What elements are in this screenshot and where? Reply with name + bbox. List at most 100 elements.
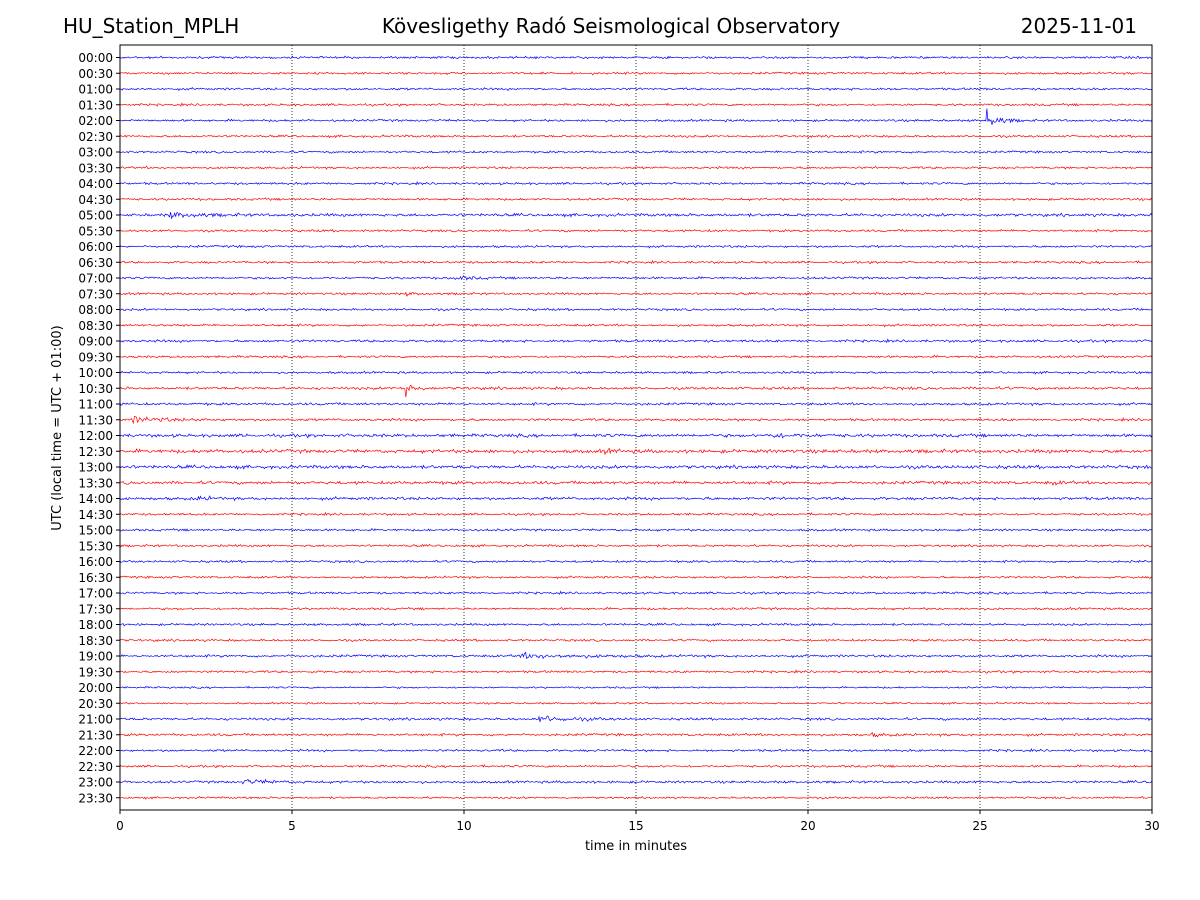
traces bbox=[119, 55, 1153, 800]
trace-1430 bbox=[119, 511, 1153, 517]
trace-2300 bbox=[119, 778, 1153, 785]
trace-1330 bbox=[119, 479, 1153, 486]
y-tick-label: 08:30 bbox=[78, 319, 113, 333]
x-tick-label: 0 bbox=[116, 819, 124, 833]
y-tick-label: 20:00 bbox=[78, 681, 113, 695]
trace-0400 bbox=[119, 180, 1153, 186]
y-tick-label: 12:30 bbox=[78, 445, 113, 459]
trace-0730 bbox=[119, 291, 1153, 297]
y-tick-label: 09:00 bbox=[78, 335, 113, 349]
trace-1200 bbox=[119, 432, 1153, 439]
trace-0600 bbox=[119, 244, 1153, 249]
y-tick-label: 02:30 bbox=[78, 130, 113, 144]
x-axis-label: time in minutes bbox=[585, 839, 687, 854]
trace-1600 bbox=[119, 559, 1153, 564]
y-tick-label: 00:30 bbox=[78, 67, 113, 81]
y-tick-label: 18:00 bbox=[78, 618, 113, 632]
trace-0230 bbox=[119, 134, 1153, 139]
y-tick-label: 05:30 bbox=[78, 224, 113, 238]
y-tick-label: 04:00 bbox=[78, 177, 113, 191]
trace-2230 bbox=[119, 764, 1153, 769]
trace-2100 bbox=[119, 715, 1153, 723]
y-tick-label: 00:00 bbox=[78, 51, 113, 65]
x-tick-label: 10 bbox=[456, 819, 471, 833]
y-tick-label: 15:30 bbox=[78, 539, 113, 553]
trace-0800 bbox=[119, 307, 1153, 312]
y-tick-label: 10:30 bbox=[78, 382, 113, 396]
trace-0330 bbox=[119, 165, 1153, 170]
trace-1530 bbox=[119, 543, 1153, 548]
trace-0830 bbox=[119, 323, 1153, 328]
y-tick-label: 04:30 bbox=[78, 193, 113, 207]
trace-0630 bbox=[119, 259, 1153, 265]
y-tick-label: 10:00 bbox=[78, 366, 113, 380]
y-tick-label: 07:00 bbox=[78, 272, 113, 286]
trace-2000 bbox=[119, 685, 1153, 690]
y-tick-label: 08:00 bbox=[78, 303, 113, 317]
trace-0930 bbox=[119, 354, 1153, 359]
y-tick-label: 11:00 bbox=[78, 398, 113, 412]
y-tick-label: 13:00 bbox=[78, 461, 113, 475]
y-tick-label: 06:00 bbox=[78, 240, 113, 254]
trace-0100 bbox=[119, 87, 1153, 92]
y-tick-label: 16:00 bbox=[78, 555, 113, 569]
trace-2030 bbox=[119, 701, 1153, 705]
y-tick-label: 19:30 bbox=[78, 665, 113, 679]
y-tick-label: 02:00 bbox=[78, 114, 113, 128]
trace-2330 bbox=[119, 795, 1153, 800]
trace-1230 bbox=[119, 447, 1153, 456]
y-tick-label: 14:00 bbox=[78, 492, 113, 506]
trace-2200 bbox=[119, 748, 1153, 753]
y-tick-label: 17:00 bbox=[78, 587, 113, 601]
y-tick-label: 16:30 bbox=[78, 571, 113, 585]
x-tick-label: 15 bbox=[628, 819, 643, 833]
y-tick-label: 12:00 bbox=[78, 429, 113, 443]
y-tick-label: 01:00 bbox=[78, 83, 113, 97]
y-tick-label: 03:00 bbox=[78, 146, 113, 160]
trace-0900 bbox=[119, 338, 1153, 344]
trace-0130 bbox=[119, 102, 1153, 107]
trace-1000 bbox=[119, 370, 1153, 375]
trace-1300 bbox=[119, 464, 1153, 471]
x-tick-label: 25 bbox=[972, 819, 987, 833]
trace-1930 bbox=[119, 669, 1153, 674]
y-tick-label: 07:30 bbox=[78, 287, 113, 301]
trace-0700 bbox=[119, 275, 1153, 281]
x-axis: 0 5 10 15 20 25 30 bbox=[116, 810, 1160, 833]
date-label: 2025-11-01 bbox=[1020, 14, 1137, 38]
y-tick-label: 21:00 bbox=[78, 713, 113, 727]
trace-1830 bbox=[119, 638, 1153, 643]
trace-0500 bbox=[119, 211, 1153, 220]
y-tick-label: 22:00 bbox=[78, 744, 113, 758]
trace-1100 bbox=[119, 401, 1153, 407]
y-tick-label: 23:00 bbox=[78, 776, 113, 790]
trace-1400 bbox=[119, 495, 1153, 502]
x-tick-label: 5 bbox=[288, 819, 296, 833]
trace-0030 bbox=[119, 71, 1153, 76]
x-tick-label: 20 bbox=[800, 819, 815, 833]
trace-0430 bbox=[119, 197, 1153, 202]
trace-1700 bbox=[119, 590, 1153, 596]
y-tick-label: 14:30 bbox=[78, 508, 113, 522]
y-tick-label: 19:00 bbox=[78, 650, 113, 664]
station-label: HU_Station_MPLH bbox=[63, 14, 240, 38]
trace-0000 bbox=[119, 55, 1153, 60]
y-tick-label: 22:30 bbox=[78, 760, 113, 774]
y-tick-label: 11:30 bbox=[78, 413, 113, 427]
y-tick-label: 20:30 bbox=[78, 697, 113, 711]
y-tick-label: 13:30 bbox=[78, 476, 113, 490]
y-tick-label: 01:30 bbox=[78, 98, 113, 112]
trace-1030 bbox=[119, 384, 1153, 398]
y-tick-label: 23:30 bbox=[78, 791, 113, 805]
y-tick-label: 15:00 bbox=[78, 524, 113, 538]
plot-background bbox=[120, 45, 1152, 810]
y-tick-label: 17:30 bbox=[78, 602, 113, 616]
y-axis-label: UTC (local time = UTC + 01:00) bbox=[50, 325, 65, 530]
trace-0530 bbox=[119, 228, 1153, 233]
y-tick-label: 06:30 bbox=[78, 256, 113, 270]
chart-title: Kövesligethy Radó Seismological Observat… bbox=[381, 14, 841, 38]
y-tick-label: 05:00 bbox=[78, 209, 113, 223]
y-tick-label: 18:30 bbox=[78, 634, 113, 648]
